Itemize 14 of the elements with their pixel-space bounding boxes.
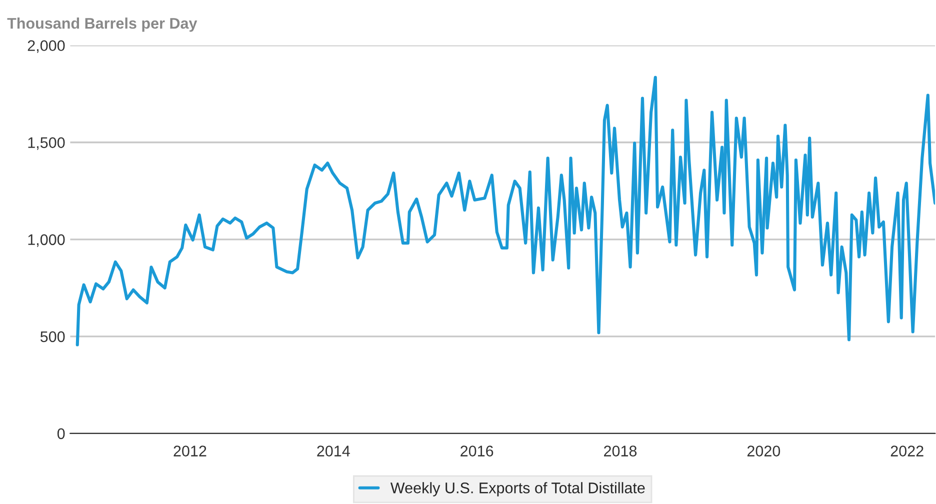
y-tick-label: 1,000 [28, 234, 65, 247]
x-tick-label: 2012 [174, 446, 206, 456]
line-series [76, 76, 936, 346]
y-tick-label: 1,500 [28, 137, 65, 150]
x-tick-label: 2018 [604, 446, 637, 456]
x-tick-label: 2014 [317, 446, 350, 456]
legend-label: Weekly U.S. Exports of Total Distillate [390, 482, 645, 496]
x-tick-label: 2016 [460, 446, 494, 456]
y-axis-title: Thousand Barrels per Day [7, 18, 198, 32]
x-tick-label: 2022 [890, 446, 924, 456]
y-tick-label: 500 [40, 331, 65, 342]
y-tick-label: 2,000 [28, 40, 65, 53]
y-tick-label: 0 [57, 428, 65, 440]
x-tick-label: 2020 [747, 446, 780, 456]
